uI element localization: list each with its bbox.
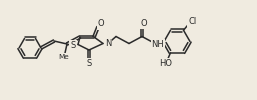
Text: S: S [70, 41, 76, 50]
Text: N: N [105, 39, 111, 48]
Text: HO: HO [159, 59, 172, 68]
Text: NH: NH [152, 40, 164, 49]
Text: S: S [86, 60, 92, 68]
Text: Me: Me [59, 54, 69, 60]
Text: O: O [98, 20, 104, 28]
Text: O: O [141, 19, 147, 28]
Text: Cl: Cl [188, 17, 197, 26]
